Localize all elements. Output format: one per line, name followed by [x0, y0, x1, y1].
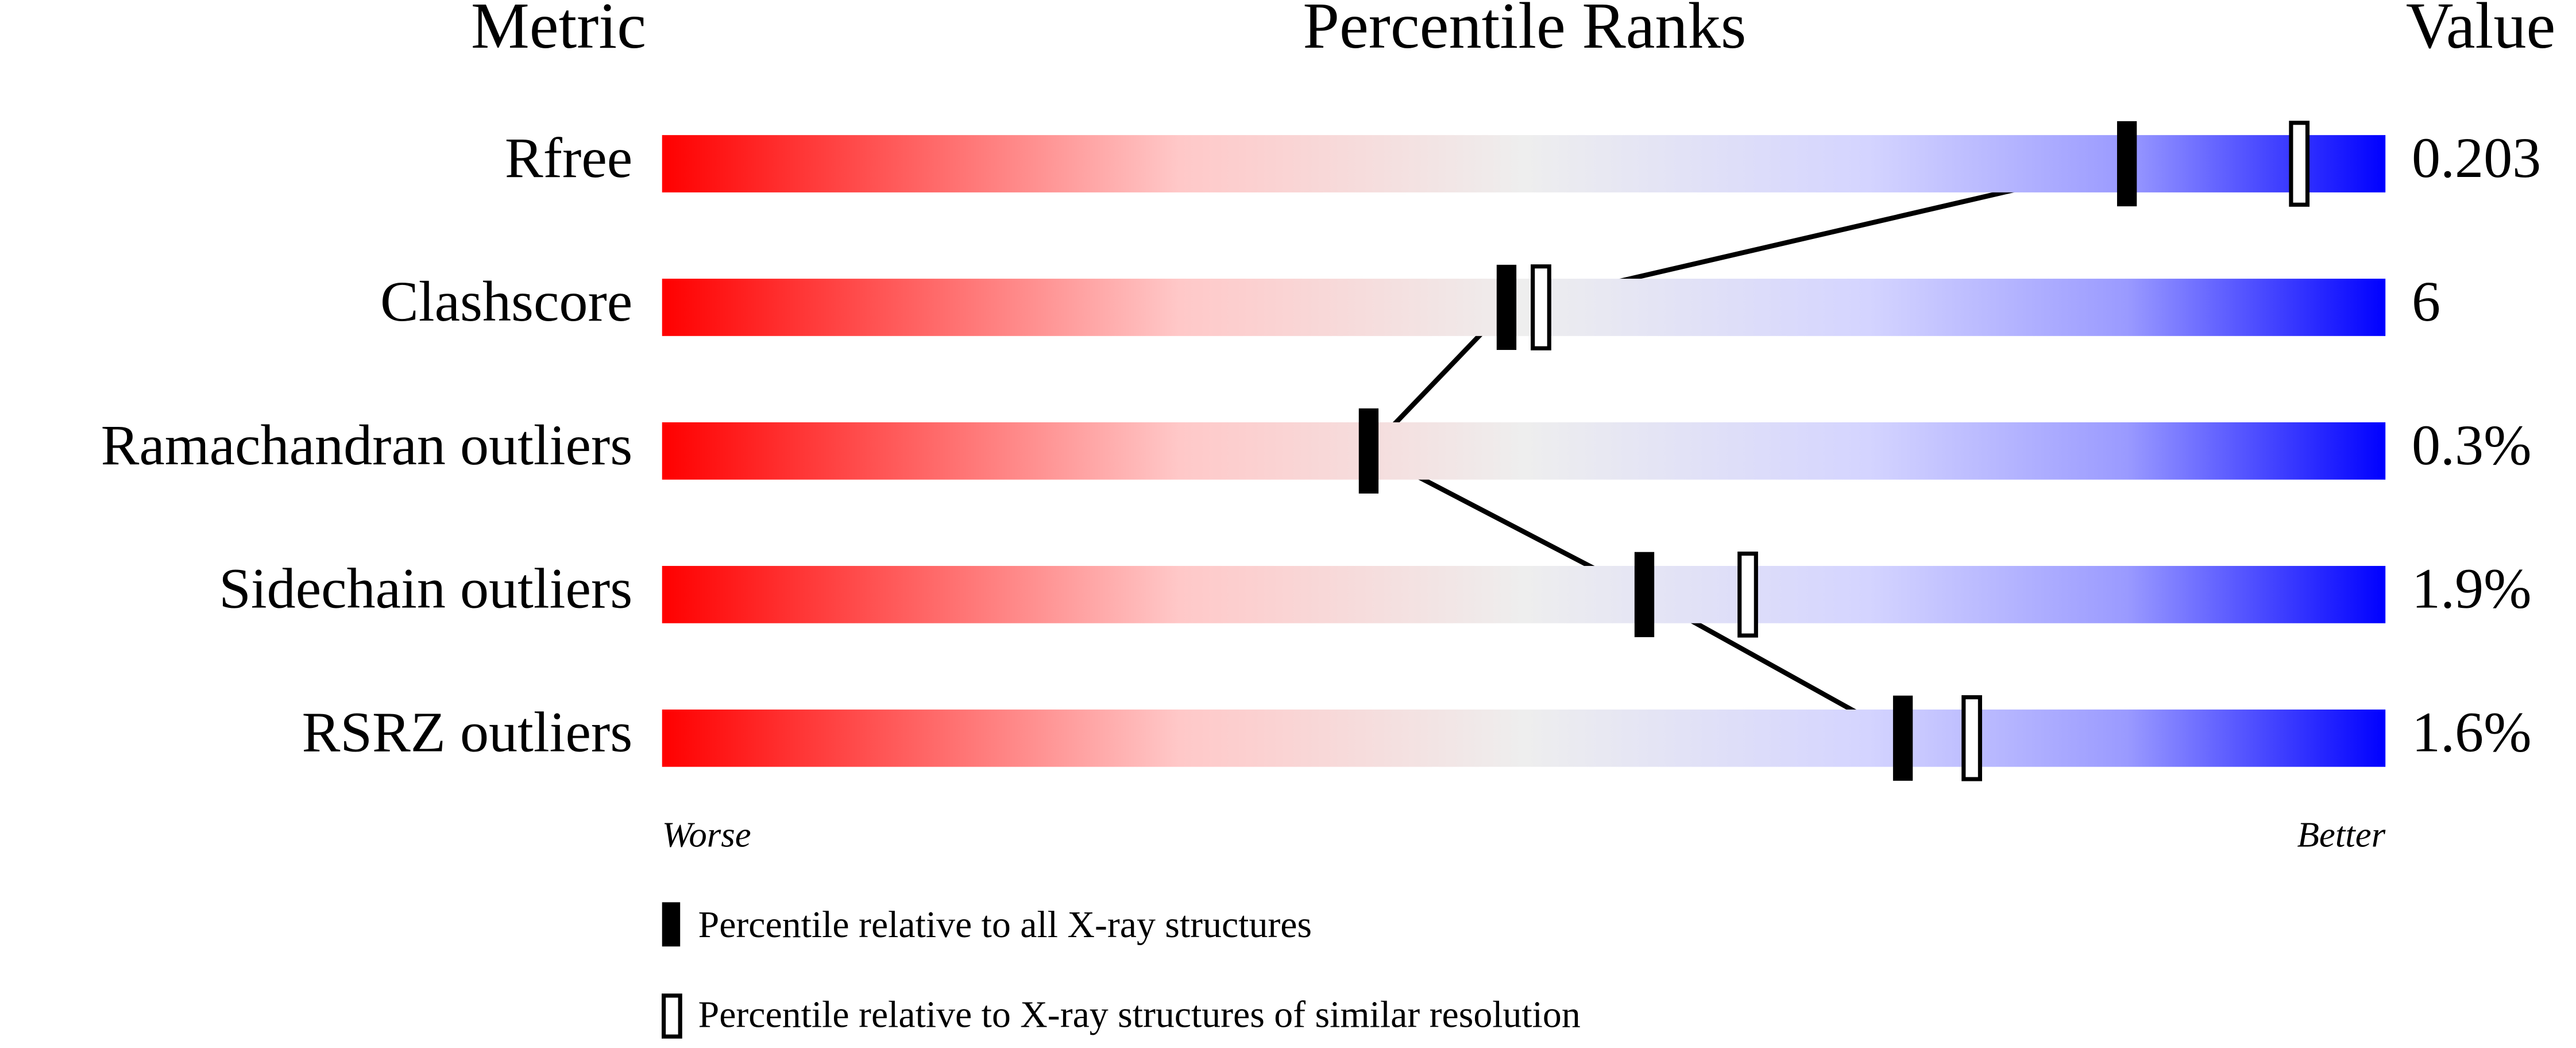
legend-entry: Percentile relative to X-ray structures …: [698, 994, 1581, 1036]
value-header: Value: [2406, 0, 2555, 62]
legend-entry: Percentile relative to all X-ray structu…: [698, 904, 1312, 946]
metric-value: 1.6%: [2412, 700, 2532, 764]
similar-resolution-marker: [2289, 121, 2310, 207]
ranks-header: Percentile Ranks: [1303, 0, 1746, 62]
percentile-marker: [2117, 121, 2137, 207]
slider-bar: [662, 279, 2386, 336]
metric-value: 0.3%: [2412, 413, 2532, 477]
metric-label: Rfree: [505, 126, 632, 190]
similar-resolution-marker: [1531, 264, 1551, 350]
metric-label: Sidechain outliers: [219, 557, 632, 621]
better-label: Better: [2297, 815, 2385, 855]
slider-bar: [662, 135, 2386, 192]
slider-bar: [662, 422, 2386, 480]
percentile-marker: [1634, 552, 1655, 637]
percentile-marker: [1496, 264, 1517, 350]
rows: Rfree 0.203 Clashscore 6 Ramachandran outlie…: [101, 121, 2541, 781]
percentile-marker: [1358, 408, 1379, 494]
metric-label: RSRZ outliers: [302, 700, 633, 764]
metric-value: 6: [2412, 269, 2440, 333]
legend-filled-swatch: [662, 902, 681, 947]
percentile-marker: [1893, 695, 1913, 781]
similar-resolution-marker: [1961, 695, 1982, 781]
metric-value: 0.203: [2412, 126, 2541, 190]
slider-bar: [662, 565, 2386, 623]
metric-value: 1.9%: [2412, 557, 2532, 621]
metric-header: Metric: [471, 0, 646, 62]
worse-label: Worse: [662, 815, 751, 855]
legend-open-swatch: [661, 993, 682, 1039]
slider-bar: [662, 709, 2386, 767]
similar-resolution-marker: [1737, 552, 1758, 638]
metric-label: Ramachandran outliers: [101, 413, 633, 477]
metric-label: Clashscore: [380, 269, 632, 333]
